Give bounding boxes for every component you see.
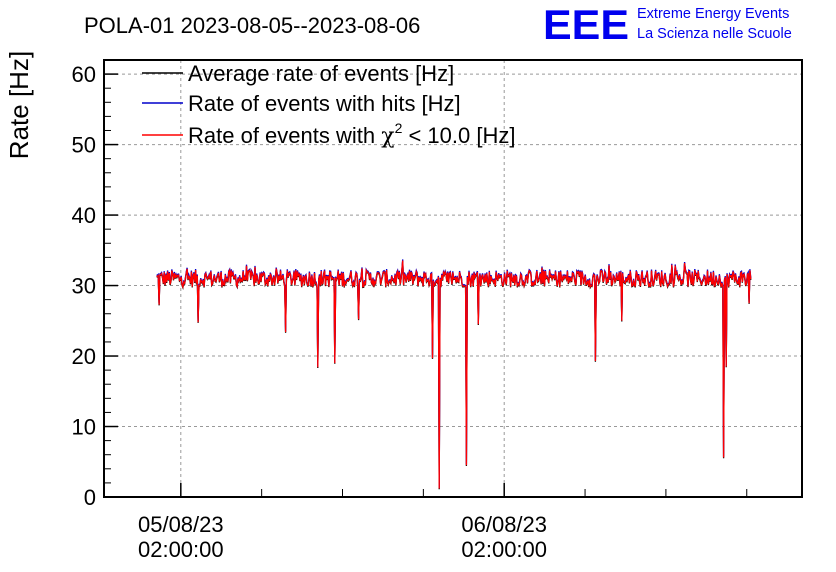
y-tick-label: 40	[72, 203, 96, 228]
y-axis-label: Rate [Hz]	[4, 51, 34, 159]
y-axis: 0 10 20 30 40 50 60	[72, 59, 118, 510]
series-line-3	[156, 260, 752, 489]
y-tick-label: 0	[84, 485, 96, 510]
x-tick-time: 02:00:00	[138, 537, 224, 562]
eee-line2: La Scienza nelle Scuole	[637, 26, 792, 42]
series-lines	[156, 259, 752, 490]
y-tick-label: 30	[72, 274, 96, 299]
legend-label-1: Average rate of events [Hz]	[188, 61, 454, 86]
y-tick-label: 20	[72, 344, 96, 369]
series-line-1	[156, 261, 752, 490]
y-tick-label: 10	[72, 415, 96, 440]
series-line-2	[156, 259, 752, 488]
plot-frame	[103, 59, 803, 498]
y-tick-label: 50	[72, 133, 96, 158]
eee-logo: EEE Extreme Energy Events La Scienza nel…	[543, 1, 792, 48]
legend: Average rate of events [Hz] Rate of event…	[142, 61, 515, 149]
eee-logo-text: EEE	[543, 1, 629, 48]
x-tick-date: 06/08/23	[461, 512, 547, 537]
x-tick-date: 05/08/23	[138, 512, 224, 537]
legend-label-2: Rate of events with hits [Hz]	[188, 91, 461, 116]
y-tick-label: 60	[72, 62, 96, 87]
chart-title: POLA-01 2023-08-05--2023-08-06	[84, 13, 420, 38]
eee-line1: Extreme Energy Events	[637, 6, 789, 22]
x-tick-time: 02:00:00	[461, 537, 547, 562]
legend-label-3: Rate of events with χ2 < 10.0 [Hz]	[188, 120, 515, 149]
